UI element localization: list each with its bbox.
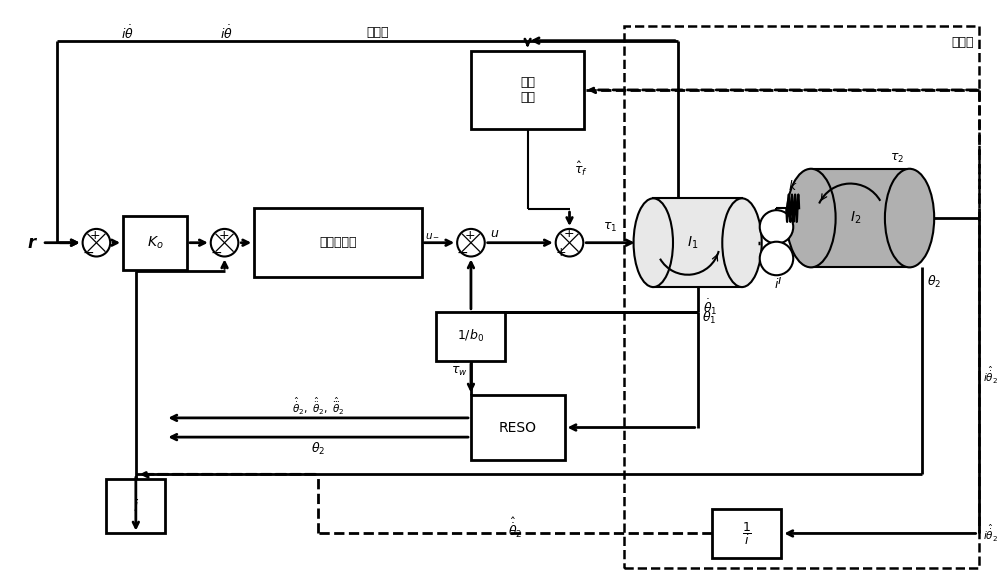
- Text: +: +: [556, 246, 566, 259]
- Bar: [471, 51, 584, 129]
- Bar: [624, 26, 979, 568]
- Text: $\hat{\tau}_f$: $\hat{\tau}_f$: [574, 160, 588, 178]
- Text: $k$: $k$: [788, 179, 798, 193]
- Text: $\boldsymbol{r}$: $\boldsymbol{r}$: [27, 234, 38, 251]
- Text: 方案一: 方案一: [366, 26, 389, 39]
- Circle shape: [457, 229, 485, 257]
- Ellipse shape: [885, 169, 934, 267]
- Text: $i\hat{\dot{\theta}}_2$: $i\hat{\dot{\theta}}_2$: [983, 365, 999, 386]
- Text: $1/b_0$: $1/b_0$: [457, 328, 484, 345]
- Text: $i\dot{\theta}$: $i\dot{\theta}$: [220, 24, 232, 41]
- Circle shape: [83, 229, 110, 257]
- Bar: [254, 208, 422, 277]
- Text: $u_-$: $u_-$: [425, 230, 440, 240]
- Circle shape: [760, 242, 793, 275]
- Text: +: +: [218, 229, 229, 242]
- Text: $\boldsymbol{K_o}$: $\boldsymbol{K_o}$: [147, 235, 163, 251]
- Text: $\dot{\theta}_1$: $\dot{\theta}_1$: [703, 297, 717, 317]
- Text: $\tau_1$: $\tau_1$: [603, 221, 618, 235]
- Bar: [436, 312, 505, 361]
- Bar: [106, 479, 165, 534]
- Text: $\theta_2$: $\theta_2$: [311, 441, 325, 457]
- Ellipse shape: [786, 169, 836, 267]
- Text: $\dfrac{1}{i}$: $\dfrac{1}{i}$: [742, 520, 752, 547]
- Text: 速度调节器: 速度调节器: [319, 236, 357, 249]
- Bar: [653, 198, 742, 287]
- Text: $\theta_2$: $\theta_2$: [927, 274, 941, 290]
- Ellipse shape: [722, 198, 762, 287]
- Text: $u$: $u$: [490, 228, 499, 240]
- Bar: [811, 169, 910, 267]
- Bar: [712, 509, 781, 558]
- Text: −: −: [82, 246, 94, 260]
- Bar: [471, 396, 565, 460]
- Text: $i\dot{\theta}$: $i\dot{\theta}$: [121, 24, 134, 41]
- Text: +: +: [465, 229, 475, 242]
- Ellipse shape: [634, 198, 673, 287]
- Text: +: +: [563, 228, 574, 240]
- Text: $I_2$: $I_2$: [850, 210, 861, 226]
- Text: 摩擦
模型: 摩擦 模型: [520, 76, 535, 104]
- Text: $I_1$: $I_1$: [687, 235, 698, 251]
- Text: −: −: [210, 246, 222, 260]
- Text: +: +: [90, 229, 101, 242]
- Circle shape: [556, 229, 583, 257]
- Text: −: −: [457, 246, 468, 260]
- Text: $\hat{\tau}_w$: $\hat{\tau}_w$: [451, 360, 468, 378]
- Text: $i$: $i$: [133, 498, 139, 514]
- Text: $i$: $i$: [777, 273, 782, 287]
- Circle shape: [211, 229, 238, 257]
- Text: $\hat{\dot{\theta}}_2, \ \hat{\ddot{\theta}}_2, \ \hat{\dddot{\theta}}_2$: $\hat{\dot{\theta}}_2, \ \hat{\ddot{\the…: [292, 395, 344, 417]
- Text: RESO: RESO: [499, 421, 537, 435]
- Text: 方案二: 方案二: [951, 36, 974, 49]
- Text: $\hat{\dot{\theta}}_2$: $\hat{\dot{\theta}}_2$: [508, 515, 522, 540]
- Text: $i\hat{\dot{\theta}}_2$: $i\hat{\dot{\theta}}_2$: [983, 523, 999, 544]
- Circle shape: [760, 210, 793, 244]
- Bar: [123, 215, 187, 270]
- Text: $\dot{\theta}_1$: $\dot{\theta}_1$: [702, 307, 716, 327]
- Text: $i$: $i$: [774, 277, 779, 291]
- Text: $\tau_2$: $\tau_2$: [890, 152, 904, 165]
